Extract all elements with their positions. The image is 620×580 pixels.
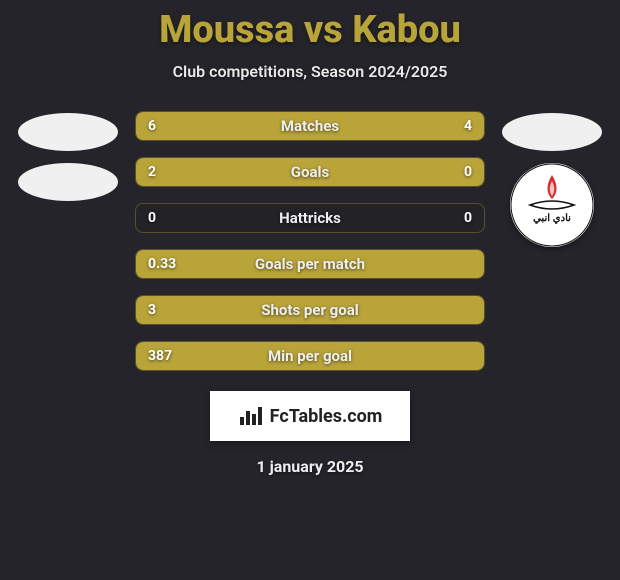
stat-value-left: 6 (148, 118, 156, 134)
fctables-logo[interactable]: FcTables.com (210, 391, 410, 441)
stat-value-left: 0 (148, 210, 156, 226)
bar-left-fill (136, 158, 397, 186)
stat-row-hattricks: 0Hattricks0 (135, 203, 485, 233)
stats-area: 6Matches42Goals00Hattricks00.33Goals per… (0, 111, 620, 371)
stat-row-goals: 2Goals0 (135, 157, 485, 187)
bar-left-fill (136, 112, 345, 140)
page-title: Moussa vs Kabou (0, 0, 620, 52)
stat-row-shots-per-goal: 3Shots per goal (135, 295, 485, 325)
club-badge-graphic: نادي انبي (510, 163, 594, 247)
stat-value-left: 3 (148, 302, 156, 318)
stat-value-left: 0.33 (148, 256, 176, 272)
stat-row-matches: 6Matches4 (135, 111, 485, 141)
right-player-column: نادي انبي (497, 111, 607, 247)
fctables-logo-text: FcTables.com (270, 406, 383, 427)
page-subtitle: Club competitions, Season 2024/2025 (0, 62, 620, 81)
enppi-club-badge: نادي انبي (510, 163, 594, 247)
bar-left-fill (136, 250, 484, 278)
stat-row-goals-per-match: 0.33Goals per match (135, 249, 485, 279)
stat-bars: 6Matches42Goals00Hattricks00.33Goals per… (135, 111, 485, 371)
stat-value-right: 0 (464, 164, 472, 180)
stat-row-min-per-goal: 387Min per goal (135, 341, 485, 371)
left-player-column (13, 111, 123, 201)
player-left-photo-placeholder (18, 113, 118, 151)
bar-left-fill (136, 342, 484, 370)
footer-date: 1 january 2025 (0, 457, 620, 476)
bar-left-fill (136, 296, 484, 324)
stat-value-left: 2 (148, 164, 156, 180)
club-badge-text: نادي انبي (533, 213, 571, 224)
player-right-photo-placeholder (502, 113, 602, 151)
bars-icon (238, 405, 264, 427)
stat-value-right: 0 (464, 210, 472, 226)
stat-value-right: 4 (464, 118, 472, 134)
stat-label: Hattricks (136, 209, 484, 227)
player-left-club-placeholder (18, 163, 118, 201)
stat-value-left: 387 (148, 348, 172, 364)
